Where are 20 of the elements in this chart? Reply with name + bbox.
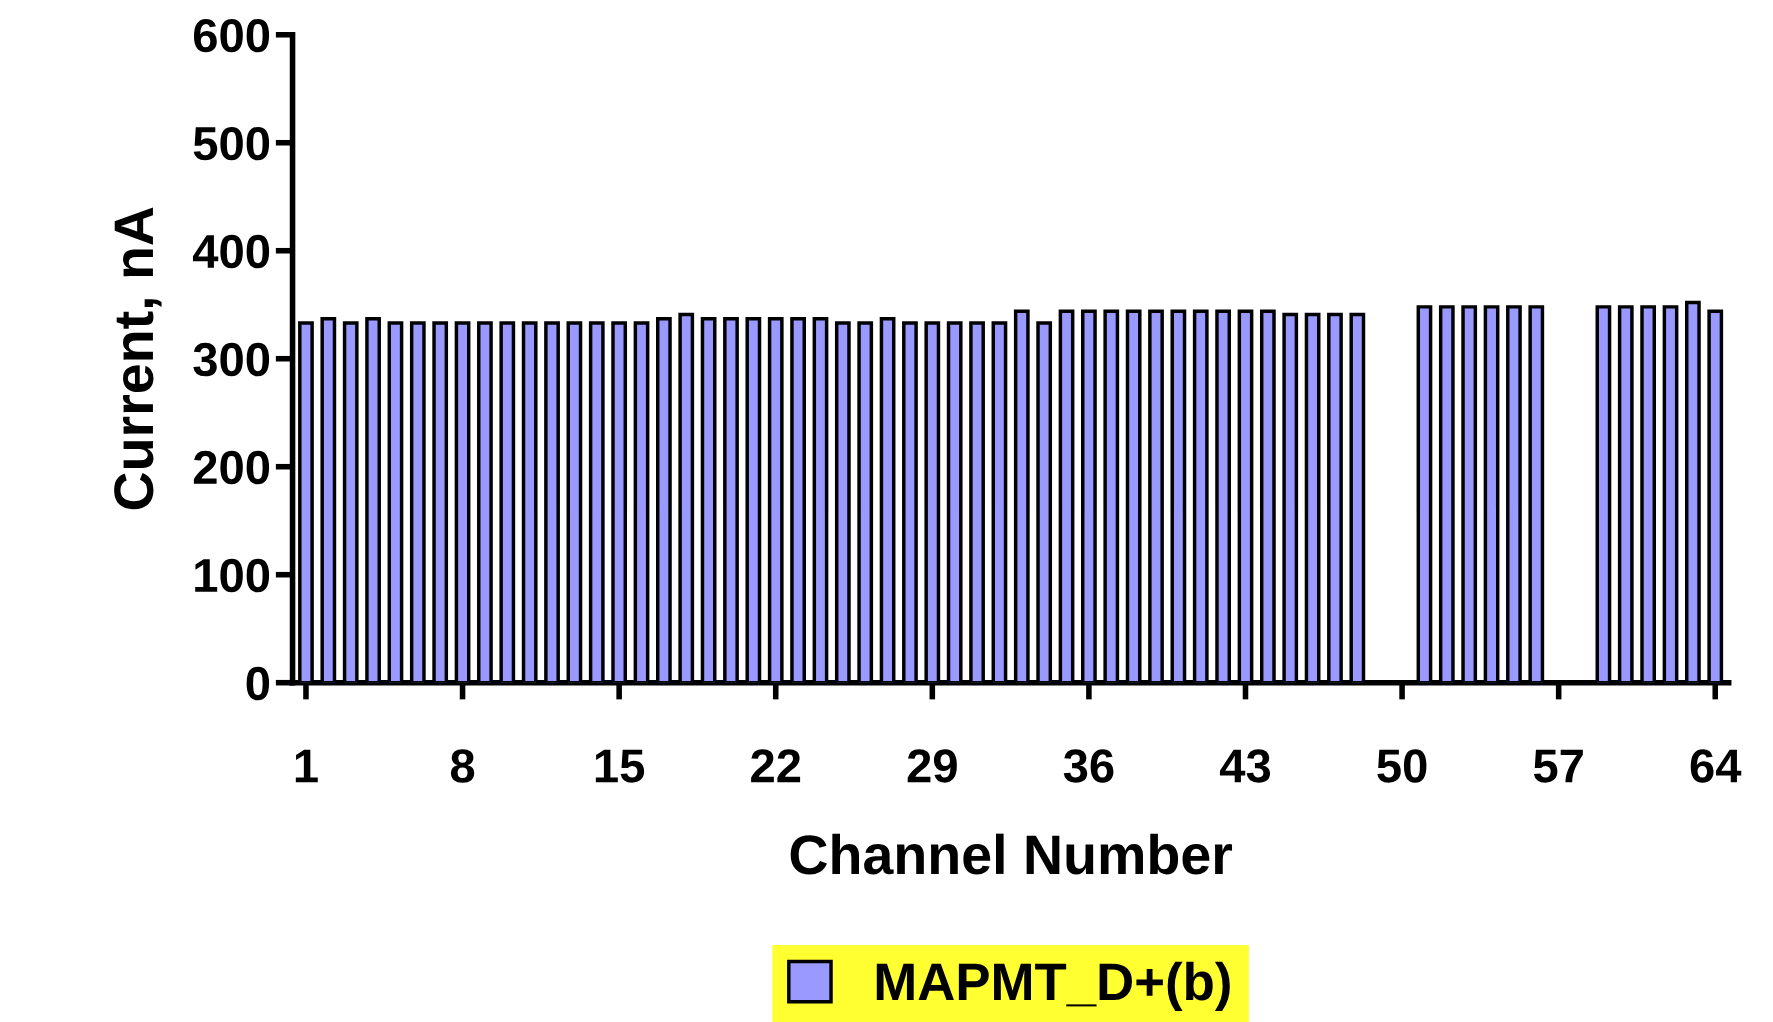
x-tick-label: 50 [1377,749,1427,783]
y-tick-label: 500 [193,126,270,161]
x-tick-label: 8 [450,749,475,783]
y-tick-label: 0 [246,666,270,701]
x-tick-label: 57 [1533,749,1583,783]
x-tick-label: 43 [1219,749,1271,783]
x-tick-label: 15 [595,749,645,783]
x-tick-label: 22 [751,749,801,783]
y-tick-label: 200 [193,450,270,485]
x-tick-label: 36 [1063,749,1114,783]
y-tick-label: 600 [193,18,270,53]
x-tick-label: 1 [295,749,318,783]
y-axis-title: Current, nA [114,207,162,510]
x-axis-title: Channel Number [790,833,1233,875]
x-tick-label: 29 [907,749,957,783]
y-tick-label: 100 [195,558,270,593]
x-tick-label: 64 [1690,749,1742,783]
y-tick-label: 300 [193,342,270,377]
legend-label: MAPMT_D+(b) [876,961,1230,1011]
y-tick-label: 400 [192,234,270,269]
